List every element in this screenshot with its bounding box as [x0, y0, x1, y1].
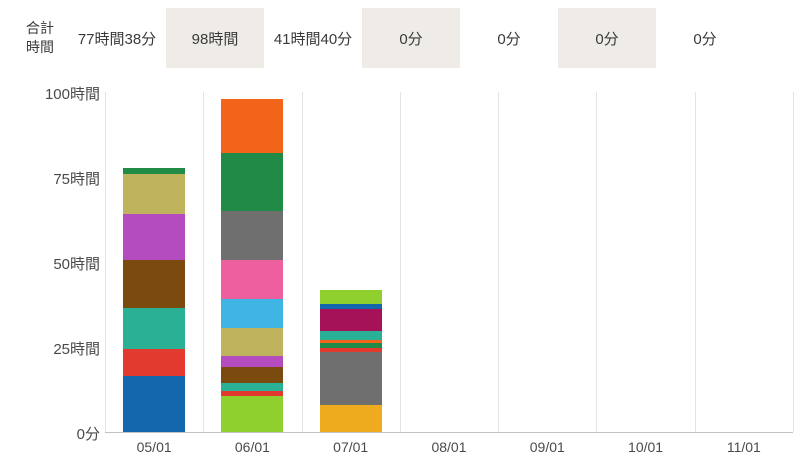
bar-segment-06/01-4[interactable] [221, 355, 284, 368]
total-time-label: 合計 時間 [26, 20, 54, 55]
total-cell-07/01: 41時間40分 [273, 30, 353, 48]
bar-segment-05/01-3[interactable] [123, 260, 186, 308]
stacked-bar-06/01[interactable] [221, 98, 284, 432]
bar-segment-06/01-3[interactable] [221, 367, 284, 383]
total-cell-05/01: 77時間38分 [77, 30, 157, 48]
bar-segment-06/01-6[interactable] [221, 299, 284, 329]
bar-segment-05/01-1[interactable] [123, 348, 186, 376]
x-axis-label-06/01: 06/01 [234, 439, 270, 455]
stacked-bar-05/01[interactable] [123, 168, 186, 432]
gridline-vertical [498, 92, 500, 432]
y-axis-tick: 0分 [76, 426, 100, 443]
x-axis-label-10/01: 10/01 [628, 439, 664, 455]
bar-segment-06/01-8[interactable] [221, 211, 284, 261]
gridline-vertical [301, 92, 303, 432]
y-axis-tick: 25時間 [53, 341, 100, 358]
bar-segment-06/01-9[interactable] [221, 153, 284, 212]
totals-row: 77時間38分 98時間 41時間40分 0分 0分 0分 0分 [68, 8, 754, 68]
gridline-vertical [105, 92, 106, 432]
total-cell-08/01: 0分 [362, 8, 460, 68]
bar-segment-05/01-0[interactable] [123, 375, 186, 432]
bar-segment-07/01-6[interactable] [319, 308, 382, 331]
gridline-vertical [596, 92, 598, 432]
total-cell-06/01: 98時間 [166, 8, 264, 68]
y-axis-tick: 50時間 [53, 256, 100, 273]
bar-segment-07/01-0[interactable] [319, 404, 382, 432]
bar-segment-07/01-2[interactable] [319, 347, 382, 353]
bar-segment-05/01-4[interactable] [123, 214, 186, 261]
gridline-vertical [203, 92, 205, 432]
bar-segment-07/01-4[interactable] [319, 339, 382, 343]
x-axis-label-05/01: 05/01 [136, 439, 172, 455]
bar-segment-05/01-2[interactable] [123, 307, 186, 349]
bar-segment-07/01-1[interactable] [319, 352, 382, 405]
x-axis-label-07/01: 07/01 [333, 439, 369, 455]
bar-segment-06/01-7[interactable] [221, 260, 284, 300]
bar-segment-07/01-5[interactable] [319, 330, 382, 340]
bar-segment-06/01-1[interactable] [221, 391, 284, 397]
bar-segment-06/01-2[interactable] [221, 382, 284, 392]
x-axis-label-09/01: 09/01 [529, 439, 565, 455]
x-axis-line [105, 432, 793, 433]
total-cell-10/01: 0分 [558, 8, 656, 68]
bar-segment-07/01-3[interactable] [319, 342, 382, 348]
bar-segment-06/01-0[interactable] [221, 396, 284, 432]
bar-segment-05/01-6[interactable] [123, 168, 186, 174]
stacked-bar-07/01[interactable] [319, 290, 382, 432]
gridline-vertical [399, 92, 401, 432]
total-cell-11/01: 0分 [693, 30, 717, 48]
bar-segment-07/01-7[interactable] [319, 303, 382, 309]
x-axis-label-11/01: 11/01 [726, 439, 761, 455]
bar-segment-07/01-8[interactable] [319, 290, 382, 304]
total-cell-09/01: 0分 [497, 30, 521, 48]
gridline-vertical [793, 92, 794, 432]
bar-segment-05/01-5[interactable] [123, 173, 186, 215]
y-axis-tick: 75時間 [53, 171, 100, 188]
y-axis-tick: 100時間 [44, 86, 100, 103]
gridline-vertical [694, 92, 696, 432]
bar-segment-06/01-5[interactable] [221, 328, 284, 356]
totals-header: 合計 時間 77時間38分 98時間 41時間40分 0分 0分 0分 0分 [0, 8, 754, 68]
x-axis-label-08/01: 08/01 [431, 439, 467, 455]
bar-segment-06/01-10[interactable] [221, 98, 284, 154]
